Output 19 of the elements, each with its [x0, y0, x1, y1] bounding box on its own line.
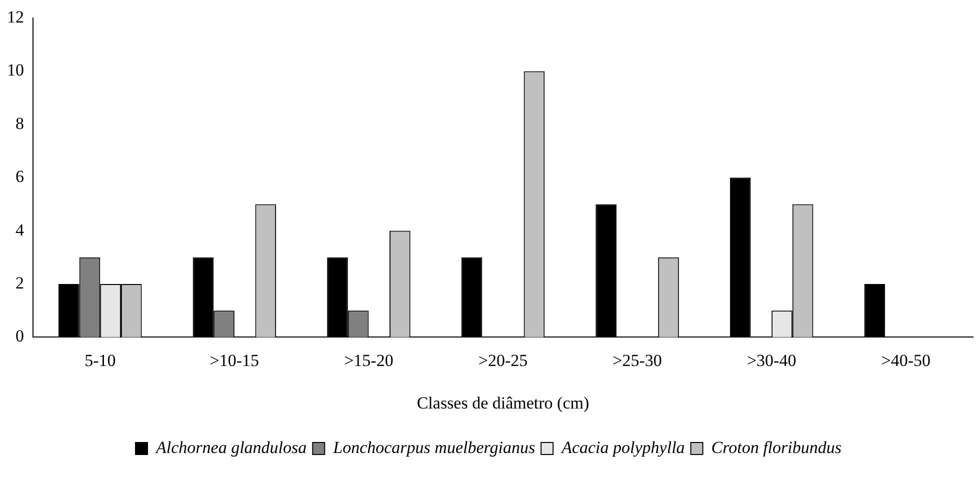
x-tick-label: >15-20	[344, 350, 394, 370]
x-tick-label: >25-30	[612, 350, 662, 370]
x-tick-label: >10-15	[210, 350, 260, 370]
legend-label: Alchornea glandulosa	[155, 438, 307, 457]
y-tick-label: 10	[7, 60, 24, 80]
y-tick-label: 12	[7, 7, 24, 26]
x-tick-label: >20-25	[478, 350, 528, 370]
x-tick-label: >40-50	[881, 350, 930, 370]
x-tick-label: 5-10	[84, 350, 116, 370]
y-tick-label: 8	[16, 114, 24, 133]
y-tick-label: 4	[16, 220, 24, 240]
y-tick-label: 6	[16, 167, 24, 186]
x-tick-label: >30-40	[746, 350, 796, 370]
y-tick-label: 2	[16, 273, 24, 292]
legend-label: Croton floribundus	[711, 438, 842, 457]
y-tick-label: 0	[16, 326, 24, 346]
legend-label: Acacia polyphylla	[560, 438, 685, 457]
legend-label: Lonchocarpus muelbergianus	[332, 438, 536, 457]
x-axis-title: Classes de diâmetro (cm)	[416, 393, 590, 412]
